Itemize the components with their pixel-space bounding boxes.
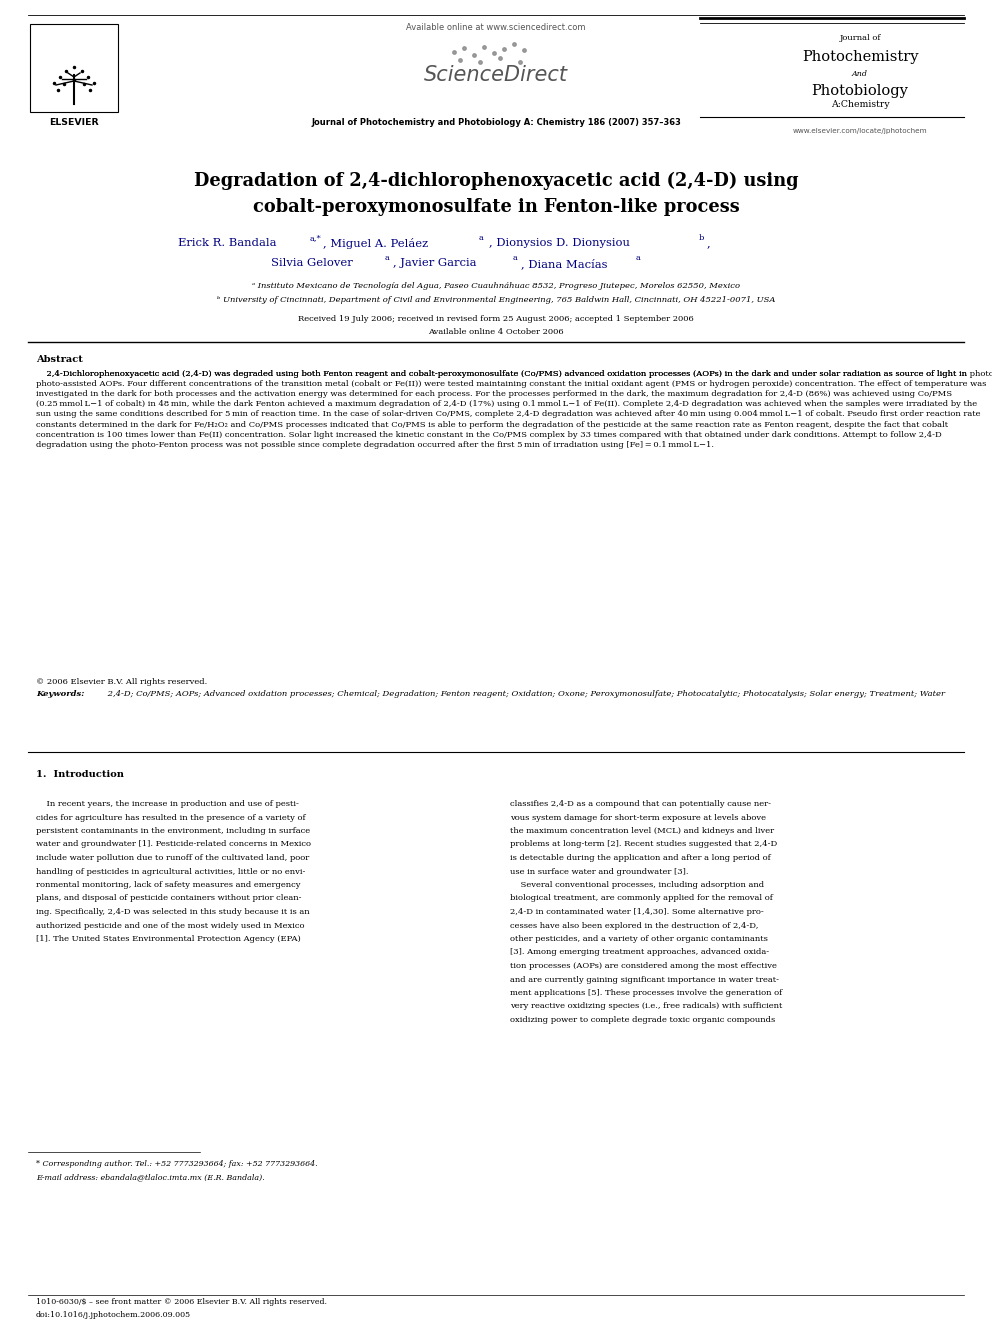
Text: a: a	[385, 254, 390, 262]
Text: Several conventional processes, including adsorption and: Several conventional processes, includin…	[510, 881, 764, 889]
Text: [3]. Among emerging treatment approaches, advanced oxida-: [3]. Among emerging treatment approaches…	[510, 949, 769, 957]
Text: and are currently gaining significant importance in water treat-: and are currently gaining significant im…	[510, 975, 779, 983]
Text: cobalt-peroxymonosulfate in Fenton-like process: cobalt-peroxymonosulfate in Fenton-like …	[253, 198, 739, 216]
Text: b: b	[699, 234, 704, 242]
Text: Erick R. Bandala: Erick R. Bandala	[178, 238, 277, 247]
Text: ronmental monitoring, lack of safety measures and emergency: ronmental monitoring, lack of safety mea…	[36, 881, 301, 889]
Text: [1]. The United States Environmental Protection Agency (EPA): [1]. The United States Environmental Pro…	[36, 935, 301, 943]
Text: , Dionysios D. Dionysiou: , Dionysios D. Dionysiou	[489, 238, 630, 247]
Text: ELSEVIER: ELSEVIER	[50, 118, 99, 127]
Text: And: And	[852, 70, 868, 78]
Text: Received 19 July 2006; received in revised form 25 August 2006; accepted 1 Septe: Received 19 July 2006; received in revis…	[299, 315, 693, 323]
Text: the maximum concentration level (MCL) and kidneys and liver: the maximum concentration level (MCL) an…	[510, 827, 774, 835]
Text: www.elsevier.com/locate/jphotochem: www.elsevier.com/locate/jphotochem	[793, 128, 928, 134]
Text: Journal of Photochemistry and Photobiology A: Chemistry 186 (2007) 357–363: Journal of Photochemistry and Photobiolo…	[311, 118, 681, 127]
Text: Available online at www.sciencedirect.com: Available online at www.sciencedirect.co…	[407, 22, 585, 32]
Text: plans, and disposal of pesticide containers without prior clean-: plans, and disposal of pesticide contain…	[36, 894, 302, 902]
Text: ScienceDirect: ScienceDirect	[424, 65, 568, 85]
Text: 2,4-D in contaminated water [1,4,30]. Some alternative pro-: 2,4-D in contaminated water [1,4,30]. So…	[510, 908, 764, 916]
Text: Abstract: Abstract	[36, 355, 83, 364]
Text: , Diana Macías: , Diana Macías	[521, 258, 607, 269]
FancyBboxPatch shape	[30, 24, 118, 112]
Text: ing. Specifically, 2,4-D was selected in this study because it is an: ing. Specifically, 2,4-D was selected in…	[36, 908, 310, 916]
Text: ᵃ Instituto Mexicano de Tecnología del Agua, Paseo Cuauhnáhuac 8532, Progreso Ji: ᵃ Instituto Mexicano de Tecnología del A…	[252, 282, 740, 290]
Text: Silvia Gelover: Silvia Gelover	[271, 258, 353, 269]
Text: vous system damage for short-term exposure at levels above: vous system damage for short-term exposu…	[510, 814, 766, 822]
Text: Photobiology: Photobiology	[811, 83, 909, 98]
Text: persistent contaminants in the environment, including in surface: persistent contaminants in the environme…	[36, 827, 310, 835]
Text: © 2006 Elsevier B.V. All rights reserved.: © 2006 Elsevier B.V. All rights reserved…	[36, 677, 207, 687]
Text: * Corresponding author. Tel.: +52 7773293664; fax: +52 7773293664.: * Corresponding author. Tel.: +52 777329…	[36, 1160, 317, 1168]
Text: Journal of: Journal of	[839, 34, 881, 42]
Text: 2,4-Dichlorophenoxyacetic acid (2,4-D) was degraded using both Fenton reagent an: 2,4-Dichlorophenoxyacetic acid (2,4-D) w…	[36, 370, 986, 448]
Text: , Miguel A. Peláez: , Miguel A. Peláez	[323, 238, 429, 249]
Text: a: a	[513, 254, 518, 262]
Text: 1.  Introduction: 1. Introduction	[36, 770, 124, 779]
Text: include water pollution due to runoff of the cultivated land, poor: include water pollution due to runoff of…	[36, 855, 310, 863]
Text: 2,4-D; Co/PMS; AOPs; Advanced oxidation processes; Chemical; Degradation; Fenton: 2,4-D; Co/PMS; AOPs; Advanced oxidation …	[105, 691, 945, 699]
Text: biological treatment, are commonly applied for the removal of: biological treatment, are commonly appli…	[510, 894, 773, 902]
Text: In recent years, the increase in production and use of pesti-: In recent years, the increase in product…	[36, 800, 299, 808]
Text: Keywords:: Keywords:	[36, 691, 84, 699]
Text: other pesticides, and a variety of other organic contaminants: other pesticides, and a variety of other…	[510, 935, 768, 943]
Text: doi:10.1016/j.jphotochem.2006.09.005: doi:10.1016/j.jphotochem.2006.09.005	[36, 1311, 191, 1319]
Text: a: a	[636, 254, 641, 262]
Text: A:Chemistry: A:Chemistry	[830, 101, 889, 108]
Text: handling of pesticides in agricultural activities, little or no envi-: handling of pesticides in agricultural a…	[36, 868, 306, 876]
Text: ,: ,	[707, 238, 710, 247]
Text: oxidizing power to complete degrade toxic organic compounds: oxidizing power to complete degrade toxi…	[510, 1016, 776, 1024]
Text: use in surface water and groundwater [3].: use in surface water and groundwater [3]…	[510, 868, 688, 876]
Text: , Javier Garcia: , Javier Garcia	[393, 258, 476, 269]
Text: very reactive oxidizing species (i.e., free radicals) with sufficient: very reactive oxidizing species (i.e., f…	[510, 1003, 783, 1011]
Text: Degradation of 2,4-dichlorophenoxyacetic acid (2,4-D) using: Degradation of 2,4-dichlorophenoxyacetic…	[193, 172, 799, 191]
Text: Available online 4 October 2006: Available online 4 October 2006	[429, 328, 563, 336]
Text: authorized pesticide and one of the most widely used in Mexico: authorized pesticide and one of the most…	[36, 922, 305, 930]
Text: 1010-6030/$ – see front matter © 2006 Elsevier B.V. All rights reserved.: 1010-6030/$ – see front matter © 2006 El…	[36, 1298, 327, 1306]
Text: E-mail address: ebandala@tlaloc.imta.mx (E.R. Bandala).: E-mail address: ebandala@tlaloc.imta.mx …	[36, 1174, 265, 1181]
Text: ᵇ University of Cincinnati, Department of Civil and Environmental Engineering, 7: ᵇ University of Cincinnati, Department o…	[217, 296, 775, 304]
Text: classifies 2,4-D as a compound that can potentially cause ner-: classifies 2,4-D as a compound that can …	[510, 800, 771, 808]
Text: a: a	[479, 234, 484, 242]
Text: 2,4-Dichlorophenoxyacetic acid (2,4-D) was degraded using both Fenton reagent an: 2,4-Dichlorophenoxyacetic acid (2,4-D) w…	[36, 370, 992, 378]
Text: cides for agriculture has resulted in the presence of a variety of: cides for agriculture has resulted in th…	[36, 814, 306, 822]
Text: Photochemistry: Photochemistry	[802, 50, 919, 64]
Text: is detectable during the application and after a long period of: is detectable during the application and…	[510, 855, 771, 863]
Text: cesses have also been explored in the destruction of 2,4-D,: cesses have also been explored in the de…	[510, 922, 758, 930]
Text: a,*: a,*	[310, 234, 321, 242]
Text: tion processes (AOPs) are considered among the most effective: tion processes (AOPs) are considered amo…	[510, 962, 777, 970]
Text: ment applications [5]. These processes involve the generation of: ment applications [5]. These processes i…	[510, 990, 783, 998]
Text: water and groundwater [1]. Pesticide-related concerns in Mexico: water and groundwater [1]. Pesticide-rel…	[36, 840, 311, 848]
Text: problems at long-term [2]. Recent studies suggested that 2,4-D: problems at long-term [2]. Recent studie…	[510, 840, 778, 848]
